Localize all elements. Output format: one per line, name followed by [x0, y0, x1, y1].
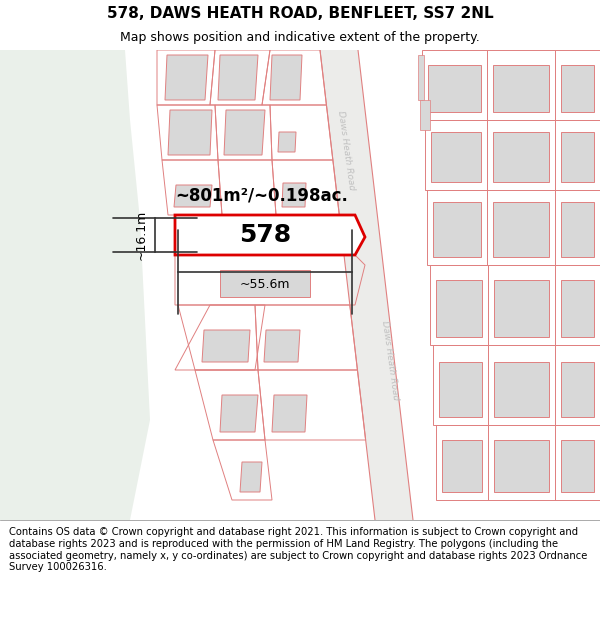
Polygon shape — [561, 202, 594, 257]
Polygon shape — [220, 270, 310, 297]
Polygon shape — [320, 50, 413, 520]
Polygon shape — [282, 183, 306, 207]
Text: ~55.6m: ~55.6m — [240, 278, 290, 291]
Polygon shape — [561, 65, 594, 112]
Text: 578, DAWS HEATH ROAD, BENFLEET, SS7 2NL: 578, DAWS HEATH ROAD, BENFLEET, SS7 2NL — [107, 6, 493, 21]
Polygon shape — [168, 110, 212, 155]
Polygon shape — [240, 462, 262, 492]
Polygon shape — [0, 50, 150, 520]
Polygon shape — [175, 215, 365, 255]
Text: Daws Heath Road: Daws Heath Road — [380, 319, 400, 401]
Polygon shape — [561, 440, 594, 492]
Polygon shape — [436, 280, 482, 337]
Polygon shape — [561, 280, 594, 337]
Polygon shape — [493, 132, 549, 182]
Polygon shape — [165, 55, 208, 100]
Polygon shape — [174, 185, 212, 207]
Text: ~16.1m: ~16.1m — [134, 210, 148, 260]
Polygon shape — [561, 132, 594, 182]
Polygon shape — [220, 395, 258, 432]
Polygon shape — [270, 55, 302, 100]
Polygon shape — [494, 280, 549, 337]
Polygon shape — [218, 55, 258, 100]
Text: ~801m²/~0.198ac.: ~801m²/~0.198ac. — [176, 186, 349, 204]
Text: Contains OS data © Crown copyright and database right 2021. This information is : Contains OS data © Crown copyright and d… — [9, 528, 587, 572]
Polygon shape — [420, 100, 430, 130]
Polygon shape — [494, 440, 549, 492]
Polygon shape — [202, 330, 250, 362]
Text: 578: 578 — [239, 223, 291, 247]
Polygon shape — [433, 202, 481, 257]
Polygon shape — [418, 55, 424, 100]
Polygon shape — [272, 395, 307, 432]
Polygon shape — [493, 65, 549, 112]
Polygon shape — [224, 110, 265, 155]
Polygon shape — [278, 132, 296, 152]
Polygon shape — [428, 65, 481, 112]
Polygon shape — [493, 202, 549, 257]
Polygon shape — [442, 440, 482, 492]
Text: Map shows position and indicative extent of the property.: Map shows position and indicative extent… — [120, 31, 480, 44]
Polygon shape — [494, 362, 549, 417]
Polygon shape — [439, 362, 482, 417]
Polygon shape — [431, 132, 481, 182]
Polygon shape — [561, 362, 594, 417]
Text: Daws Heath Road: Daws Heath Road — [336, 109, 356, 191]
Polygon shape — [264, 330, 300, 362]
